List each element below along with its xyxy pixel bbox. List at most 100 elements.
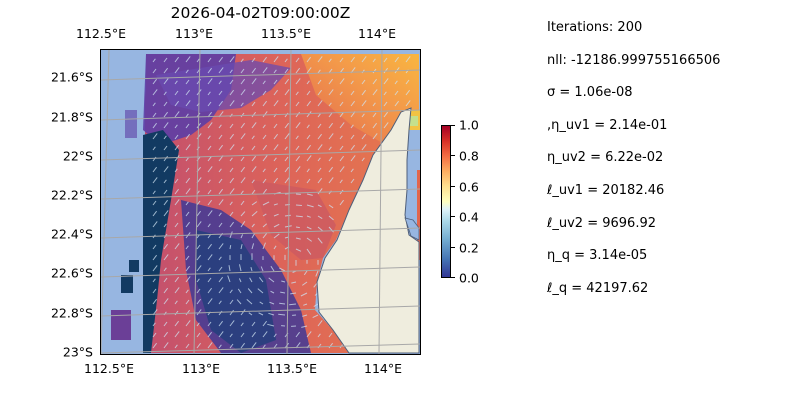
velocity-arrow (207, 223, 211, 228)
velocity-arrow (262, 134, 267, 140)
field-island-2 (121, 275, 133, 293)
velocity-arrow (339, 166, 345, 173)
velocity-arrow (218, 178, 223, 184)
velocity-arrow (196, 221, 202, 228)
velocity-arrow (290, 292, 297, 295)
velocity-arrow (152, 122, 157, 129)
velocity-arrow (236, 299, 242, 305)
velocity-arrow (185, 89, 190, 96)
velocity-arrow (295, 331, 301, 338)
left-lat-tick: 22.4°S (50, 226, 93, 242)
velocity-arrow (361, 89, 367, 96)
colorbar-tick-label: 0.6 (459, 179, 479, 195)
velocity-arrow (207, 179, 211, 184)
velocity-arrow (306, 204, 314, 208)
velocity-arrow (279, 302, 286, 305)
velocity-arrow (262, 56, 268, 63)
velocity-arrow (306, 124, 310, 129)
velocity-arrow (339, 91, 343, 96)
velocity-arrow (174, 155, 180, 162)
velocity-arrow (405, 79, 410, 85)
velocity-arrow (240, 156, 245, 162)
velocity-arrow (361, 100, 367, 107)
velocity-arrow (394, 80, 398, 85)
velocity-arrow (185, 276, 191, 283)
velocity-arrow (262, 155, 268, 162)
velocity-arrow (185, 133, 190, 140)
velocity-arrow (279, 267, 286, 272)
velocity-arrow (317, 56, 323, 63)
velocity-arrow (174, 100, 179, 107)
velocity-arrow (196, 265, 202, 272)
velocity-arrow (229, 188, 235, 195)
param-sigma: σ = 1.06e-08 (547, 85, 633, 101)
velocity-arrow (262, 168, 266, 173)
velocity-arrow (185, 123, 190, 129)
velocity-arrow (361, 79, 366, 85)
velocity-arrow (174, 90, 179, 96)
colorbar-tick-label: 1.0 (459, 117, 479, 133)
velocity-arrow (240, 177, 246, 184)
velocity-arrow (361, 123, 366, 129)
velocity-arrow (306, 67, 312, 74)
field-navy-west (143, 130, 179, 353)
velocity-arrow (229, 245, 232, 250)
velocity-arrow (295, 155, 301, 162)
velocity-arrow (207, 243, 212, 250)
left-lat-tick: 22°S (62, 148, 93, 164)
velocity-arrow (295, 91, 299, 96)
gridline-lat (101, 149, 420, 161)
velocity-arrow (303, 270, 308, 276)
velocity-arrow (350, 168, 354, 173)
velocity-arrow (152, 102, 156, 107)
velocity-arrow (218, 199, 224, 206)
velocity-arrow (383, 57, 388, 63)
map-panel[interactable] (100, 49, 421, 355)
velocity-arrow (273, 245, 277, 250)
gridline-lat (101, 227, 420, 239)
velocity-arrow (273, 177, 279, 184)
velocity-arrow (229, 320, 235, 327)
velocity-arrow (218, 124, 222, 129)
velocity-arrow (295, 78, 301, 85)
velocity-arrow (240, 112, 245, 118)
velocity-arrow (229, 289, 233, 294)
velocity-arrow (251, 101, 256, 107)
velocity-arrow (218, 67, 224, 74)
velocity-arrow (328, 215, 334, 221)
velocity-arrow (207, 199, 212, 206)
velocity-arrow (174, 320, 179, 327)
velocity-arrow (306, 168, 310, 173)
velocity-arrow (152, 332, 157, 338)
velocity-arrow (251, 122, 257, 129)
velocity-arrow (317, 320, 323, 327)
velocity-arrow (240, 221, 246, 228)
velocity-arrow (163, 101, 168, 107)
velocity-arrow (152, 342, 157, 349)
velocity-arrow (207, 135, 211, 140)
velocity-arrow (315, 270, 319, 277)
velocity-arrow (317, 133, 323, 140)
velocity-arrow (328, 146, 332, 151)
velocity-arrow (207, 287, 212, 294)
land-mass (316, 107, 420, 354)
velocity-arrow (306, 248, 312, 255)
velocity-arrow (372, 58, 376, 63)
velocity-arrow (350, 134, 355, 140)
velocity-arrow (174, 56, 179, 63)
velocity-arrow (295, 179, 299, 184)
velocity-arrow (361, 133, 367, 140)
param-iterations: Iterations: 200 (547, 20, 643, 35)
velocity-arrow (174, 178, 179, 184)
velocity-arrow (295, 101, 300, 107)
velocity-arrow (328, 102, 332, 107)
velocity-arrow (273, 89, 279, 96)
velocity-arrow (218, 222, 223, 228)
velocity-arrow (196, 254, 201, 261)
velocity-arrow (295, 215, 303, 218)
velocity-arrow (306, 155, 312, 162)
velocity-arrow (229, 333, 233, 338)
velocity-arrow (251, 223, 255, 228)
velocity-arrow (350, 144, 356, 151)
velocity-arrow (185, 221, 190, 228)
